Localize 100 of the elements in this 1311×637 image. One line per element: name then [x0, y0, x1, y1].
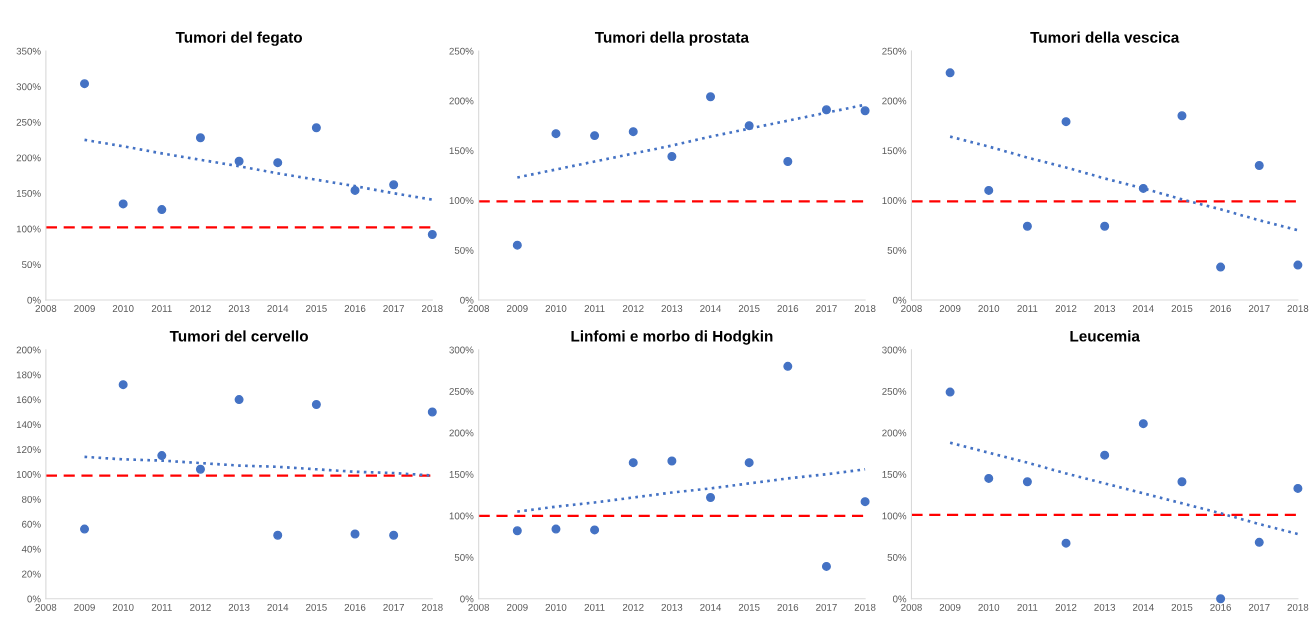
y-tick-label: 0%: [460, 296, 474, 304]
x-tick-label: 2013: [661, 603, 683, 611]
y-tick-label: 100%: [882, 512, 907, 520]
x-tick-label: 2015: [1171, 305, 1193, 312]
point: [706, 493, 716, 503]
y-tick-label: 0%: [27, 296, 41, 304]
point: [551, 524, 561, 534]
y-tick-label: 300%: [16, 83, 41, 91]
x-tick-label: 2011: [584, 305, 605, 312]
x-tick-label: 2015: [306, 305, 327, 312]
x-tick-label: 2009: [939, 603, 961, 611]
point: [1061, 117, 1071, 127]
x-tick-label: 2012: [1055, 603, 1077, 611]
point: [783, 157, 793, 167]
x-tick-label: 2018: [854, 603, 876, 611]
x-tick-label: 2011: [1017, 603, 1038, 611]
x-tick-label: 2011: [1017, 305, 1038, 312]
x-tick-label: 2013: [661, 305, 683, 312]
x-tick-label: 2012: [190, 305, 211, 312]
chart-title: Tumori della prostata: [594, 31, 750, 46]
y-tick-label: 150%: [882, 471, 907, 478]
y-tick-label: 0%: [460, 595, 474, 603]
x-tick-label: 2008: [468, 305, 490, 312]
y-tick-label: 200%: [449, 97, 474, 105]
point: [311, 400, 321, 410]
y-tick-label: 250%: [882, 388, 907, 395]
x-tick-label: 2009: [74, 305, 95, 312]
y-tick-label: 160%: [16, 396, 41, 404]
point: [427, 230, 437, 240]
x-tick-label: 2017: [816, 603, 837, 611]
y-tick-label: 50%: [454, 554, 474, 561]
x-tick-label: 2014: [700, 603, 722, 611]
x-tick-label: 2017: [383, 603, 404, 611]
x-tick-label: 2014: [1133, 305, 1154, 312]
point: [590, 131, 600, 141]
y-tick-label: 300%: [882, 346, 907, 354]
point: [1216, 594, 1226, 604]
x-tick-label: 2009: [507, 603, 528, 611]
x-tick-label: 2012: [1055, 305, 1077, 312]
point: [860, 497, 870, 507]
point: [783, 361, 793, 371]
y-tick-label: 200%: [449, 429, 474, 437]
y-tick-label: 250%: [449, 388, 474, 395]
y-tick-label: 120%: [16, 446, 41, 453]
x-tick-label: 2017: [383, 305, 404, 312]
point: [80, 79, 90, 89]
y-tick-label: 60%: [22, 520, 41, 528]
x-tick-label: 2016: [777, 305, 799, 312]
x-tick-label: 2010: [978, 305, 1000, 312]
point: [118, 199, 128, 209]
point: [1254, 537, 1264, 547]
x-tick-label: 2018: [1287, 305, 1309, 312]
x-tick-label: 2017: [1248, 305, 1270, 312]
point: [1022, 221, 1032, 231]
point: [551, 129, 561, 139]
x-tick-label: 2011: [151, 603, 172, 611]
x-tick-label: 2017: [1248, 603, 1270, 611]
x-tick-label: 2013: [1094, 305, 1116, 312]
x-tick-label: 2014: [700, 305, 722, 312]
x-tick-label: 2010: [978, 603, 1000, 611]
line-series: [948, 441, 1300, 536]
y-tick-label: 200%: [16, 154, 41, 162]
x-tick-label: 2008: [468, 603, 490, 611]
y-tick-label: 150%: [16, 189, 41, 197]
x-tick-label: 2016: [344, 603, 366, 611]
point: [118, 380, 128, 390]
y-tick-label: 50%: [21, 261, 41, 269]
point: [744, 458, 754, 468]
point: [512, 526, 522, 536]
point: [1216, 262, 1226, 272]
point: [1138, 183, 1148, 193]
point: [273, 530, 283, 540]
point: [1254, 161, 1264, 171]
point: [860, 106, 870, 116]
point: [706, 92, 716, 102]
chart-title: Leucemia: [1070, 330, 1141, 342]
x-tick-label: 2014: [1133, 603, 1154, 611]
point: [744, 121, 754, 131]
line-series: [948, 135, 1300, 232]
y-tick-label: 40%: [21, 545, 41, 553]
x-tick-label: 2015: [738, 305, 760, 312]
x-tick-label: 2012: [622, 305, 644, 312]
x-tick-label: 2010: [112, 305, 134, 312]
point: [1061, 538, 1071, 548]
y-tick-label: 200%: [882, 429, 907, 437]
y-tick-label: 180%: [16, 371, 41, 379]
point: [195, 464, 205, 474]
point: [667, 456, 677, 466]
y-tick-label: 50%: [454, 246, 474, 254]
y-tick-label: 250%: [16, 118, 41, 126]
x-tick-label: 2010: [545, 603, 567, 611]
chart-title: Tumori della vescica: [1030, 31, 1180, 43]
point: [80, 524, 90, 534]
y-tick-label: 150%: [449, 147, 474, 155]
y-tick-label: 250%: [882, 47, 907, 55]
point: [311, 123, 321, 133]
x-tick-label: 2018: [421, 603, 443, 611]
x-tick-label: 2013: [1094, 603, 1116, 611]
x-tick-label: 2013: [228, 305, 250, 312]
point: [945, 68, 955, 78]
